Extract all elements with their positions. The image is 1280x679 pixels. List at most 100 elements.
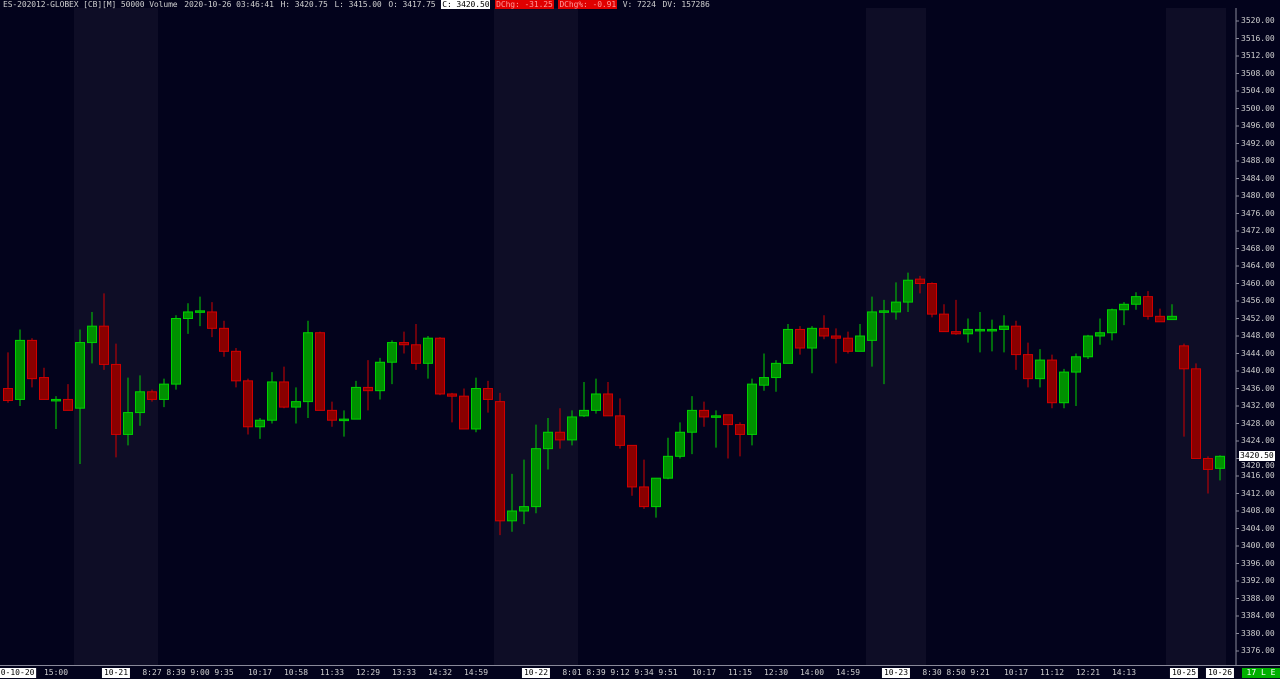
candle[interactable]: [219, 320, 229, 357]
candle[interactable]: [1071, 353, 1081, 407]
candle[interactable]: [519, 459, 529, 525]
candle[interactable]: [927, 282, 937, 318]
candle[interactable]: [855, 323, 865, 352]
candle[interactable]: [315, 331, 325, 411]
candle[interactable]: [111, 343, 121, 458]
candle[interactable]: [771, 360, 781, 392]
candle[interactable]: [1119, 302, 1129, 326]
candle[interactable]: [987, 319, 997, 352]
candle[interactable]: [999, 315, 1009, 353]
candle[interactable]: [27, 338, 37, 388]
candle[interactable]: [363, 360, 373, 411]
candle[interactable]: [555, 408, 565, 449]
candle[interactable]: [339, 410, 349, 437]
candle[interactable]: [879, 299, 889, 385]
candle[interactable]: [1191, 363, 1201, 459]
time-axis[interactable]: 17 L E 0-10-20 15:00 10-21 8:27 8:39 9:00 9:35…: [0, 665, 1280, 679]
candle[interactable]: [63, 384, 73, 411]
candle[interactable]: [1215, 455, 1225, 481]
candle[interactable]: [1167, 304, 1177, 321]
candle[interactable]: [255, 418, 265, 439]
candlestick-chart[interactable]: [0, 0, 1280, 665]
candle[interactable]: [531, 424, 541, 514]
candle[interactable]: [231, 348, 241, 388]
candle[interactable]: [543, 418, 553, 470]
candle[interactable]: [1143, 291, 1153, 320]
candle[interactable]: [951, 299, 961, 335]
candle[interactable]: [1203, 456, 1213, 494]
candle[interactable]: [291, 387, 301, 424]
candle[interactable]: [735, 422, 745, 457]
candle[interactable]: [807, 326, 817, 374]
candle[interactable]: [39, 367, 49, 400]
candle[interactable]: [831, 328, 841, 364]
candle[interactable]: [1107, 308, 1117, 341]
candle[interactable]: [399, 331, 409, 354]
candle[interactable]: [51, 396, 61, 429]
candle[interactable]: [3, 352, 13, 403]
candle[interactable]: [867, 296, 877, 367]
candle[interactable]: [1035, 349, 1045, 388]
candle[interactable]: [579, 381, 589, 417]
candle[interactable]: [183, 303, 193, 334]
candle[interactable]: [267, 372, 277, 424]
candle[interactable]: [915, 275, 925, 294]
candle[interactable]: [759, 353, 769, 391]
candle[interactable]: [1095, 318, 1105, 345]
candle[interactable]: [1179, 343, 1189, 437]
candle[interactable]: [975, 311, 985, 353]
candle[interactable]: [243, 378, 253, 435]
candle[interactable]: [411, 323, 421, 370]
candle[interactable]: [723, 414, 733, 459]
candle[interactable]: [303, 320, 313, 419]
candle[interactable]: [387, 340, 397, 385]
candle[interactable]: [663, 437, 673, 480]
candle[interactable]: [135, 375, 145, 426]
candle[interactable]: [747, 378, 757, 446]
candle[interactable]: [783, 323, 793, 364]
candle[interactable]: [171, 315, 181, 390]
candle[interactable]: [819, 315, 829, 340]
candle[interactable]: [1011, 320, 1021, 370]
candle[interactable]: [699, 401, 709, 427]
candle[interactable]: [939, 304, 949, 333]
candle[interactable]: [1047, 354, 1057, 409]
candle[interactable]: [795, 326, 805, 355]
candle[interactable]: [99, 293, 109, 370]
candle[interactable]: [1131, 292, 1141, 310]
candle[interactable]: [87, 311, 97, 364]
candle[interactable]: [1155, 308, 1165, 323]
candle[interactable]: [591, 378, 601, 414]
candle[interactable]: [963, 318, 973, 343]
candle[interactable]: [195, 296, 205, 327]
candle[interactable]: [375, 357, 385, 400]
candle[interactable]: [843, 331, 853, 354]
candle[interactable]: [15, 329, 25, 406]
candle[interactable]: [471, 377, 481, 433]
candle[interactable]: [507, 473, 517, 532]
candle[interactable]: [603, 381, 613, 417]
candle[interactable]: [483, 380, 493, 413]
candle[interactable]: [279, 366, 289, 409]
candle[interactable]: [351, 380, 361, 420]
candle[interactable]: [447, 392, 457, 423]
candle[interactable]: [423, 336, 433, 379]
candle[interactable]: [567, 410, 577, 446]
candle[interactable]: [207, 302, 217, 338]
candle[interactable]: [639, 459, 649, 509]
candle[interactable]: [159, 378, 169, 408]
candle[interactable]: [903, 272, 913, 312]
candle[interactable]: [1083, 334, 1093, 359]
candle[interactable]: [711, 410, 721, 448]
candle[interactable]: [1059, 368, 1069, 409]
candle[interactable]: [75, 329, 85, 464]
candle[interactable]: [327, 401, 337, 427]
candle[interactable]: [891, 282, 901, 320]
candle[interactable]: [495, 392, 505, 536]
candle[interactable]: [435, 337, 445, 396]
candle[interactable]: [1023, 342, 1033, 388]
candle[interactable]: [627, 444, 637, 496]
candle[interactable]: [651, 477, 661, 518]
candle[interactable]: [675, 422, 685, 459]
candle[interactable]: [687, 396, 697, 455]
